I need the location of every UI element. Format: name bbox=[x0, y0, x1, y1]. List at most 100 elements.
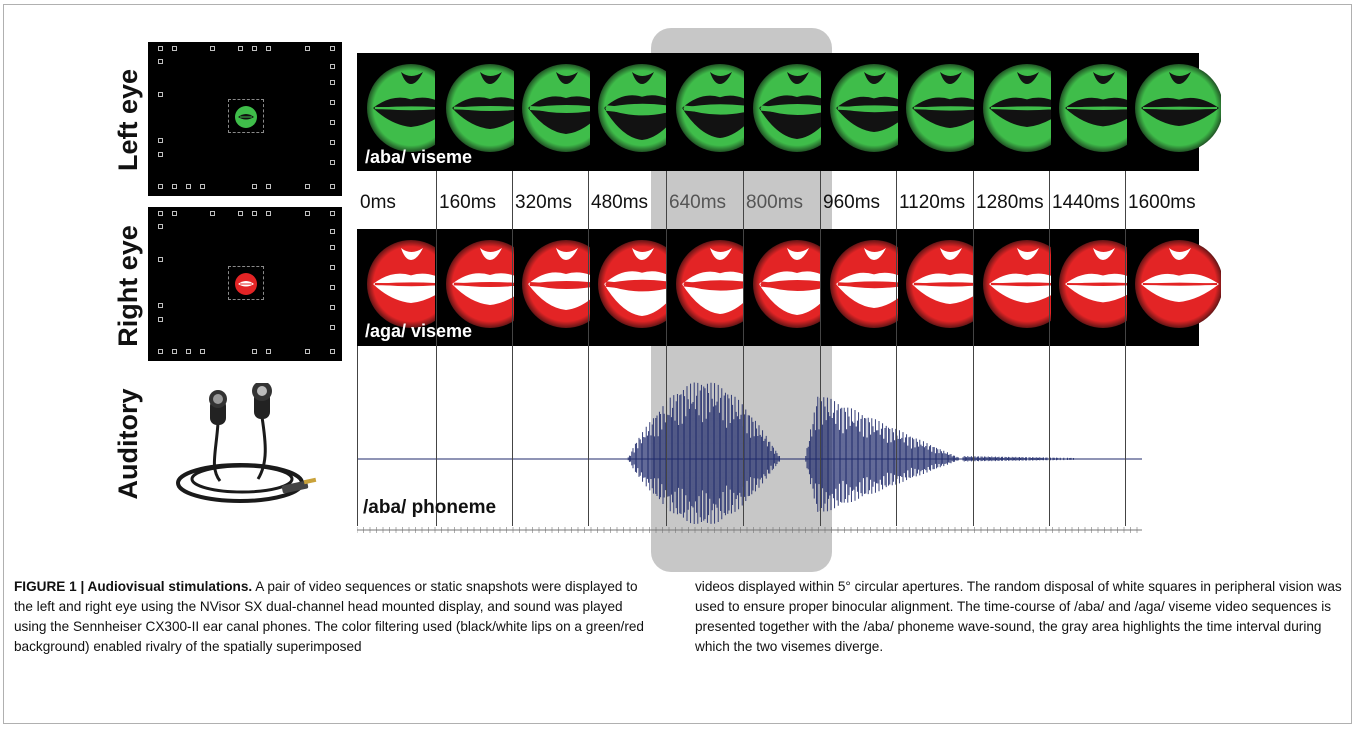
alignment-square bbox=[158, 224, 163, 229]
viseme-frame bbox=[512, 53, 590, 171]
alignment-square bbox=[330, 245, 335, 250]
caption-body-1: A pair of video sequences or static snap… bbox=[14, 579, 644, 654]
frame-divider bbox=[588, 171, 589, 526]
alignment-square bbox=[158, 152, 163, 157]
time-label: 0ms bbox=[360, 192, 396, 213]
frame-divider bbox=[973, 171, 974, 526]
viseme-frame bbox=[436, 229, 514, 346]
viseme-frame bbox=[1125, 53, 1221, 171]
alignment-square bbox=[330, 229, 335, 234]
figure-frame bbox=[3, 4, 1352, 724]
viseme-aperture bbox=[753, 240, 821, 328]
right-eye-red-aperture bbox=[235, 273, 257, 295]
caption-column-1: FIGURE 1 | Audiovisual stimulations. A p… bbox=[14, 577, 654, 657]
alignment-square bbox=[158, 138, 163, 143]
viseme-frame bbox=[357, 53, 435, 171]
row-label-left-eye: Left eye bbox=[113, 68, 143, 172]
time-label: 480ms bbox=[591, 192, 649, 213]
frame-divider bbox=[666, 171, 667, 526]
viseme-aperture bbox=[830, 64, 898, 152]
viseme-aperture bbox=[367, 240, 435, 328]
right-viseme-strip: /aga/ viseme bbox=[357, 229, 1221, 346]
alignment-square bbox=[305, 46, 310, 51]
viseme-aperture bbox=[522, 64, 590, 152]
viseme-aperture bbox=[676, 240, 744, 328]
alignment-square bbox=[158, 303, 163, 308]
alignment-square bbox=[158, 59, 163, 64]
viseme-frame bbox=[436, 53, 514, 171]
alignment-square bbox=[330, 80, 335, 85]
time-label: 1600ms bbox=[1128, 192, 1196, 213]
time-label: 160ms bbox=[439, 192, 497, 213]
alignment-square bbox=[158, 184, 163, 189]
viseme-aperture bbox=[753, 64, 821, 152]
viseme-frame bbox=[588, 229, 666, 346]
viseme-aperture bbox=[906, 64, 974, 152]
left-viseme-strip: /aba/ viseme bbox=[357, 53, 1221, 171]
alignment-square bbox=[172, 349, 177, 354]
alignment-square bbox=[186, 349, 191, 354]
viseme-aperture bbox=[1059, 240, 1127, 328]
aperture-box bbox=[228, 266, 264, 300]
alignment-square bbox=[330, 184, 335, 189]
viseme-frame bbox=[973, 53, 1051, 171]
viseme-aperture bbox=[598, 64, 666, 152]
row-label-auditory: Auditory bbox=[113, 388, 143, 500]
viseme-aperture bbox=[1135, 64, 1221, 152]
viseme-frame bbox=[896, 53, 974, 171]
alignment-square bbox=[172, 46, 177, 51]
alignment-square bbox=[238, 211, 243, 216]
viseme-frame bbox=[896, 229, 974, 346]
caption-body-2: videos displayed within 5° circular aper… bbox=[695, 579, 1342, 654]
viseme-aperture bbox=[446, 240, 514, 328]
alignment-square bbox=[238, 46, 243, 51]
alignment-square bbox=[158, 349, 163, 354]
time-label: 800ms bbox=[746, 192, 804, 213]
viseme-aperture bbox=[367, 64, 435, 152]
alignment-square bbox=[252, 211, 257, 216]
viseme-aperture bbox=[446, 64, 514, 152]
frame-divider bbox=[820, 171, 821, 526]
viseme-frame bbox=[666, 53, 744, 171]
alignment-square bbox=[252, 46, 257, 51]
viseme-aperture bbox=[1135, 240, 1221, 328]
viseme-frame bbox=[1125, 229, 1221, 346]
time-label: 320ms bbox=[515, 192, 573, 213]
alignment-square bbox=[266, 211, 271, 216]
viseme-aperture bbox=[906, 240, 974, 328]
alignment-square bbox=[158, 92, 163, 97]
alignment-square bbox=[200, 349, 205, 354]
viseme-frame bbox=[820, 53, 898, 171]
alignment-square bbox=[330, 64, 335, 69]
alignment-square bbox=[305, 184, 310, 189]
frame-divider bbox=[357, 346, 358, 526]
viseme-frame bbox=[1049, 53, 1127, 171]
phoneme-waveform bbox=[357, 382, 1142, 533]
viseme-aperture bbox=[830, 240, 898, 328]
viseme-frame bbox=[588, 53, 666, 171]
viseme-aperture bbox=[1059, 64, 1127, 152]
alignment-square bbox=[158, 46, 163, 51]
time-label: 1120ms bbox=[899, 192, 966, 213]
alignment-square bbox=[266, 46, 271, 51]
alignment-square bbox=[172, 184, 177, 189]
time-label: 640ms bbox=[669, 192, 727, 213]
viseme-frame bbox=[666, 229, 744, 346]
viseme-frame bbox=[357, 229, 435, 346]
right-eye-display bbox=[148, 207, 342, 361]
alignment-square bbox=[186, 184, 191, 189]
viseme-aperture bbox=[676, 64, 744, 152]
caption-heading: FIGURE 1 | Audiovisual stimulations. bbox=[14, 579, 253, 594]
viseme-frame bbox=[512, 229, 590, 346]
waveform-trace bbox=[627, 382, 1074, 524]
alignment-square bbox=[158, 211, 163, 216]
frame-divider bbox=[1125, 171, 1126, 526]
alignment-square bbox=[305, 349, 310, 354]
alignment-square bbox=[266, 349, 271, 354]
left-eye-display bbox=[148, 42, 342, 196]
viseme-frame bbox=[820, 229, 898, 346]
earphones-image bbox=[170, 381, 320, 518]
alignment-square bbox=[330, 305, 335, 310]
alignment-square bbox=[330, 160, 335, 165]
alignment-square bbox=[330, 120, 335, 125]
